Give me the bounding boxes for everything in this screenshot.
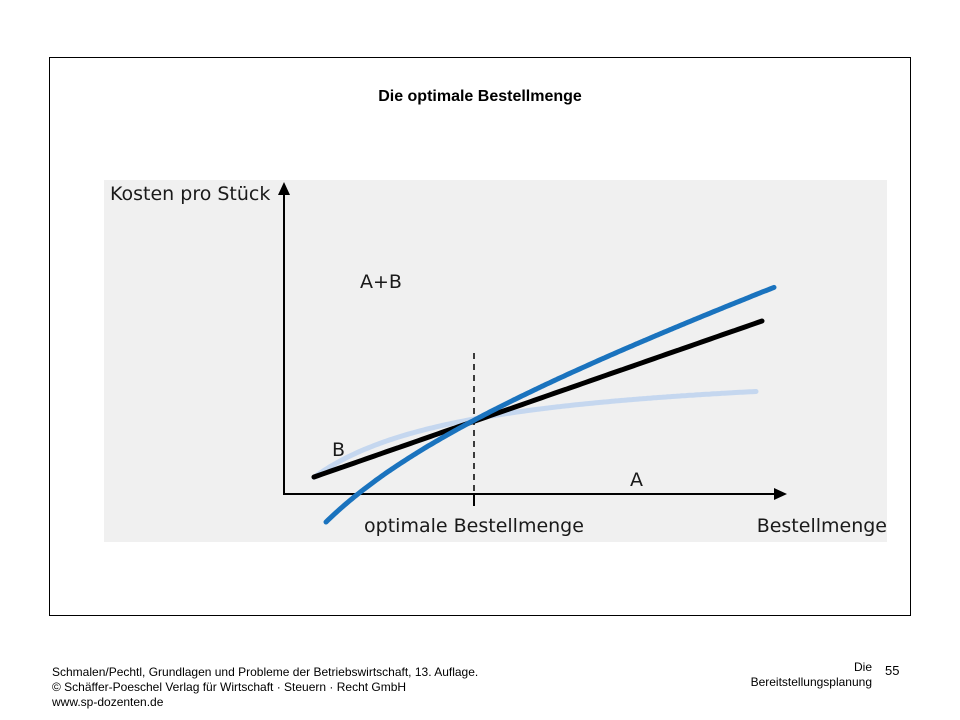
x-axis-label: Bestellmenge bbox=[757, 515, 887, 537]
slide-frame: Die optimale Bestellmenge Kosten pro Stü… bbox=[49, 57, 911, 616]
y-axis-arrow bbox=[278, 182, 290, 195]
series-b-label: B bbox=[332, 439, 345, 461]
x-axis-arrow bbox=[774, 488, 787, 500]
chapter-line-1: Die bbox=[853, 660, 872, 674]
chart: Kosten pro Stück Bestellmenge optimale B… bbox=[110, 182, 887, 537]
source-line-2: © Schäffer-Poeschel Verlag für Wirtschaf… bbox=[52, 680, 407, 694]
footer-source: Schmalen/Pechtl, Grundlagen und Probleme… bbox=[52, 665, 478, 710]
series-ab-curve bbox=[323, 284, 777, 525]
page-number: 55 bbox=[885, 663, 900, 678]
source-line-1: Schmalen/Pechtl, Grundlagen und Probleme… bbox=[52, 665, 479, 679]
slide-title: Die optimale Bestellmenge bbox=[378, 88, 582, 105]
series-b-line bbox=[311, 318, 765, 480]
series-ab-label: A+B bbox=[360, 271, 402, 293]
x-marker-label: optimale Bestellmenge bbox=[364, 515, 584, 537]
source-line-3: www.sp-dozenten.de bbox=[52, 695, 164, 709]
series-a-label: A bbox=[630, 469, 643, 491]
chart-panel: Kosten pro Stück Bestellmenge optimale B… bbox=[104, 180, 887, 542]
y-axis-label: Kosten pro Stück bbox=[110, 183, 270, 205]
series-a-curve bbox=[311, 389, 759, 480]
chapter-line-2: Bereitstellungsplanung bbox=[750, 675, 872, 689]
footer-chapter: Die Bereitstellungsplanung bbox=[751, 660, 872, 690]
